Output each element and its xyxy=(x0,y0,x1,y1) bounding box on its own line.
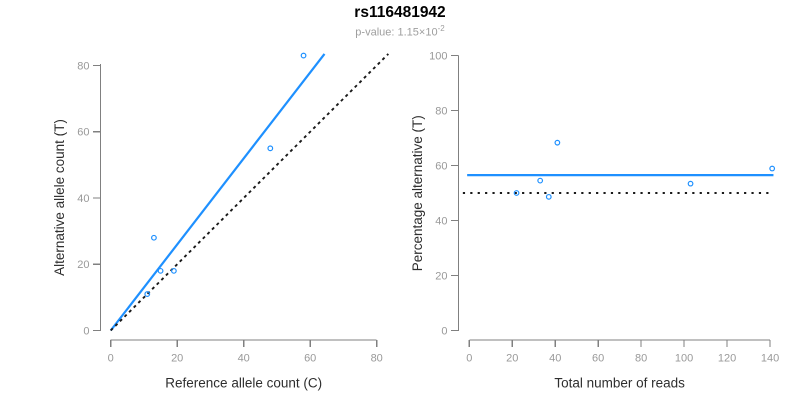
y-tick-label: 80 xyxy=(77,60,89,72)
x-tick-label: 140 xyxy=(761,353,779,365)
x-tick-label: 40 xyxy=(238,353,250,365)
x-tick-label: 0 xyxy=(108,353,114,365)
x-tick-label: 120 xyxy=(718,353,736,365)
data-point xyxy=(151,234,157,241)
x-tick-label: 60 xyxy=(592,353,604,365)
x-axis-title: Reference allele count (C) xyxy=(165,376,322,391)
y-tick-label: 40 xyxy=(435,215,447,227)
y-tick-label: 20 xyxy=(77,259,89,271)
y-tick-label: 60 xyxy=(77,127,89,139)
left-scatter-plot: 0 20 40 60 80 0 20 40 60 80 Reference allele count… xyxy=(52,52,390,391)
pvalue-text: p-value: 1.15×10 xyxy=(355,26,438,39)
y-tick-label: 20 xyxy=(435,270,447,282)
data-point xyxy=(513,190,520,196)
pvalue-exponent: -2 xyxy=(437,24,445,33)
data-point xyxy=(157,267,164,274)
plot-title: rs116481942 xyxy=(354,4,446,21)
x-tick-label: 80 xyxy=(635,353,647,365)
data-point xyxy=(170,267,177,274)
y-tick-label: 0 xyxy=(83,325,89,337)
data-point xyxy=(300,52,307,59)
identity-line xyxy=(110,53,390,332)
x-tick-label: 40 xyxy=(549,353,561,365)
y-tick-label: 100 xyxy=(429,50,447,62)
right-scatter-plot: 0 20 40 60 80 100 0 20 40 60 80 100 120 140 Total numb… xyxy=(410,50,779,390)
data-point xyxy=(545,193,552,200)
x-tick-label: 60 xyxy=(304,353,316,365)
y-tick-label: 40 xyxy=(77,193,89,205)
data-point xyxy=(554,139,561,146)
x-tick-label: 100 xyxy=(675,353,693,365)
fit-line xyxy=(109,53,326,332)
x-tick-label: 20 xyxy=(171,353,183,365)
y-axis-title: Percentage alternative (T) xyxy=(410,115,425,271)
pvalue-subtitle: p-value: 1.15×10-2 xyxy=(0,24,800,39)
data-point xyxy=(687,180,694,187)
data-point xyxy=(144,291,151,297)
x-axis-title: Total number of reads xyxy=(554,376,685,391)
y-tick-label: 60 xyxy=(435,160,447,172)
data-point xyxy=(267,145,274,152)
y-tick-label: 0 xyxy=(441,325,447,337)
x-tick-label: 80 xyxy=(371,353,383,365)
x-tick-label: 0 xyxy=(466,353,472,365)
data-point xyxy=(769,165,776,172)
y-tick-label: 80 xyxy=(435,105,447,117)
data-point xyxy=(537,177,544,184)
y-axis-title: Alternative allele count (T) xyxy=(52,119,67,276)
x-tick-label: 20 xyxy=(506,353,518,365)
